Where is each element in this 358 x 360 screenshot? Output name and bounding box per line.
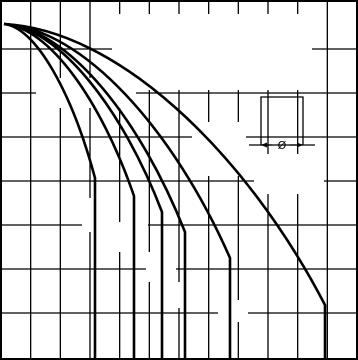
label-gap [82, 198, 118, 232]
curve-group [3, 22, 327, 359]
label-gap [112, 14, 312, 90]
label-gaps [36, 14, 324, 322]
label-gap [254, 154, 324, 194]
pipe-outline [260, 96, 304, 145]
curve-4 [3, 22, 187, 359]
pipe-diameter-symbol-icon: Ø [249, 96, 315, 152]
curve-6 [3, 22, 327, 359]
curve-1 [3, 22, 97, 359]
label-gap [176, 282, 202, 308]
label-gap [218, 300, 248, 322]
curve-5 [3, 22, 232, 359]
diameter-symbol: Ø [278, 139, 287, 152]
